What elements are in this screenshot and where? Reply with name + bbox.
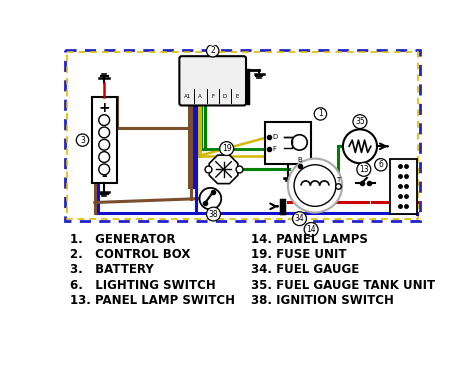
Text: 6: 6 (378, 160, 383, 169)
Circle shape (292, 212, 307, 225)
Text: D: D (223, 94, 227, 99)
Text: E: E (236, 94, 239, 99)
Text: 2.   CONTROL BOX: 2. CONTROL BOX (70, 248, 191, 261)
Text: 34: 34 (295, 214, 304, 223)
Bar (92, 97, 117, 183)
Text: 13: 13 (359, 165, 369, 174)
Text: 34. FUEL GAUGE: 34. FUEL GAUGE (251, 263, 359, 276)
Bar (264, 122, 311, 164)
Circle shape (353, 115, 367, 129)
Text: 35. FUEL GAUGE TANK UNIT: 35. FUEL GAUGE TANK UNIT (251, 279, 435, 292)
Polygon shape (209, 155, 238, 184)
Text: 13. PANEL LAMP SWITCH: 13. PANEL LAMP SWITCH (70, 294, 235, 307)
Circle shape (200, 188, 221, 209)
Text: 14: 14 (306, 225, 316, 234)
Text: F: F (211, 94, 214, 99)
Circle shape (343, 129, 377, 163)
Text: 6.   LIGHTING SWITCH: 6. LIGHTING SWITCH (70, 279, 216, 292)
Circle shape (357, 163, 371, 176)
Circle shape (207, 45, 219, 57)
Circle shape (76, 134, 89, 146)
Text: 1: 1 (318, 109, 323, 118)
Circle shape (219, 142, 234, 155)
Text: 3: 3 (80, 136, 85, 145)
Bar (67, 52, 418, 219)
Circle shape (207, 207, 220, 221)
Text: 3.   BATTERY: 3. BATTERY (70, 263, 154, 276)
Text: 2: 2 (210, 46, 215, 55)
Text: 14. PANEL LAMPS: 14. PANEL LAMPS (251, 232, 367, 246)
Text: B: B (297, 157, 302, 163)
Text: 38: 38 (209, 209, 219, 218)
Text: 38. IGNITION SWITCH: 38. IGNITION SWITCH (251, 294, 393, 307)
Circle shape (294, 165, 336, 206)
Circle shape (314, 108, 327, 120)
Text: 19. FUSE UNIT: 19. FUSE UNIT (251, 248, 346, 261)
Bar (64, 50, 420, 221)
Text: 35: 35 (355, 117, 365, 126)
Text: T: T (336, 177, 340, 183)
Text: -: - (101, 169, 107, 183)
FancyBboxPatch shape (179, 56, 246, 106)
Text: 1.   GENERATOR: 1. GENERATOR (70, 232, 175, 246)
Text: A1: A1 (184, 94, 191, 99)
Text: D: D (273, 134, 278, 140)
Bar (390, 158, 417, 214)
Circle shape (374, 158, 387, 171)
Text: A: A (199, 94, 202, 99)
Text: 19: 19 (222, 144, 231, 153)
Circle shape (288, 158, 342, 212)
Circle shape (304, 222, 318, 236)
Text: +: + (99, 101, 110, 115)
Text: F: F (273, 145, 276, 151)
